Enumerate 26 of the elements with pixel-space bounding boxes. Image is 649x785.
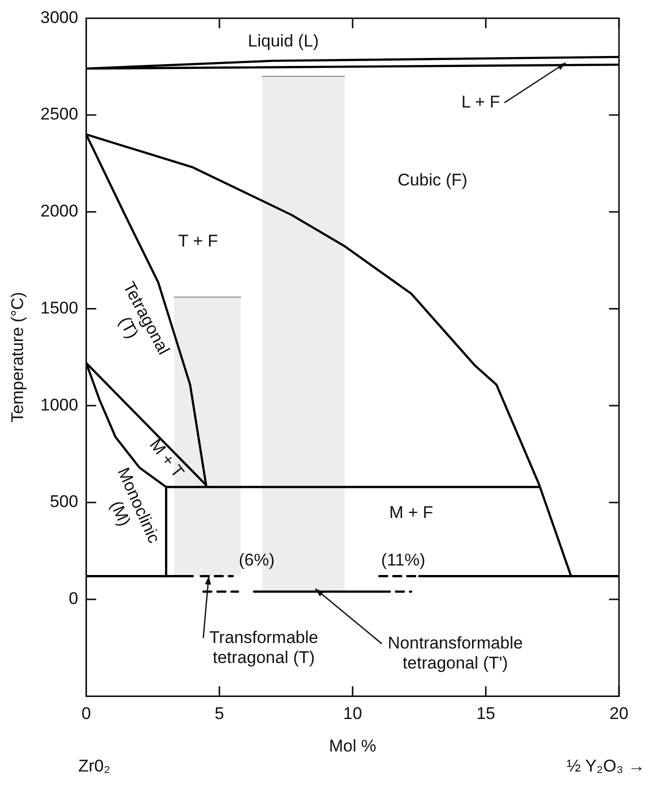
text: Zr0₂ <box>78 756 110 776</box>
y-tick-label: 500 <box>50 492 78 512</box>
annotation: (11%) <box>381 550 426 570</box>
y-axis-title: Temperature (°C) <box>8 292 27 422</box>
annotation: M + T <box>146 435 188 482</box>
y-tick-label: 3000 <box>40 8 78 27</box>
annotation: Cubic (F) <box>398 170 468 190</box>
x-tick-label: 5 <box>214 704 224 724</box>
annotation: (6%) <box>238 550 275 570</box>
annotation: Nontransformable tetragonal (T') <box>388 633 523 672</box>
annotation: M + F <box>389 502 434 522</box>
y-tick-label: 1000 <box>40 395 78 414</box>
y-tick-label: 2000 <box>40 202 78 221</box>
y-tick-label: 2500 <box>40 104 78 124</box>
annotation: L + F <box>461 92 500 112</box>
annotation: T + F <box>178 232 218 251</box>
annotation: Transformable tetragonal (T) <box>209 628 318 667</box>
x-tick-label: 10 <box>343 704 362 724</box>
x-axis-title: Mol % <box>328 736 376 756</box>
x-tick-label: 15 <box>476 704 496 724</box>
y-tick-label: 1500 <box>40 298 78 318</box>
x-tick-label: 0 <box>81 704 91 724</box>
text: ½ Y₂O₃ → <box>566 756 645 776</box>
x-tick-label: 20 <box>610 704 628 724</box>
y-tick-label: 0 <box>68 589 78 608</box>
annotation: Liquid (L) <box>248 32 319 51</box>
